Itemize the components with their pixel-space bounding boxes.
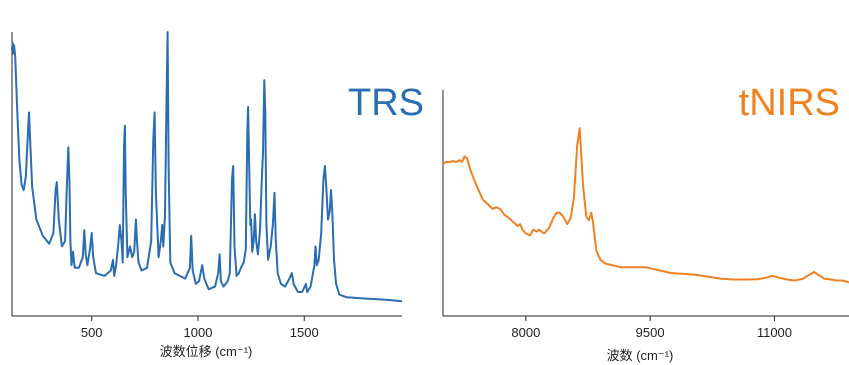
- x-tick-label: 1500: [290, 325, 319, 340]
- trs-x-axis-label: 波数位移 (cm⁻¹): [160, 344, 253, 359]
- trs-x-ticks: 500 1000 1500: [81, 316, 319, 340]
- x-tick-label: 9500: [636, 325, 665, 340]
- tnirs-title: tNIRS: [739, 82, 840, 124]
- tnirs-chart: 8000 9500 11000 tNIRS 波数 (cm⁻¹): [442, 82, 849, 363]
- tnirs-x-ticks: 8000 9500 11000: [511, 316, 792, 340]
- x-tick-label: 8000: [511, 325, 540, 340]
- tnirs-spectrum-line: [442, 127, 849, 284]
- tnirs-x-axis-label: 波数 (cm⁻¹): [607, 348, 674, 363]
- trs-title: TRS: [348, 82, 424, 124]
- trs-chart: 500 1000 1500 TRS 波数位移 (cm⁻¹): [11, 31, 424, 359]
- trs-spectrum-line: [11, 31, 403, 303]
- x-tick-label: 1000: [184, 325, 213, 340]
- x-tick-label: 500: [81, 325, 103, 340]
- x-tick-label: 11000: [757, 325, 792, 340]
